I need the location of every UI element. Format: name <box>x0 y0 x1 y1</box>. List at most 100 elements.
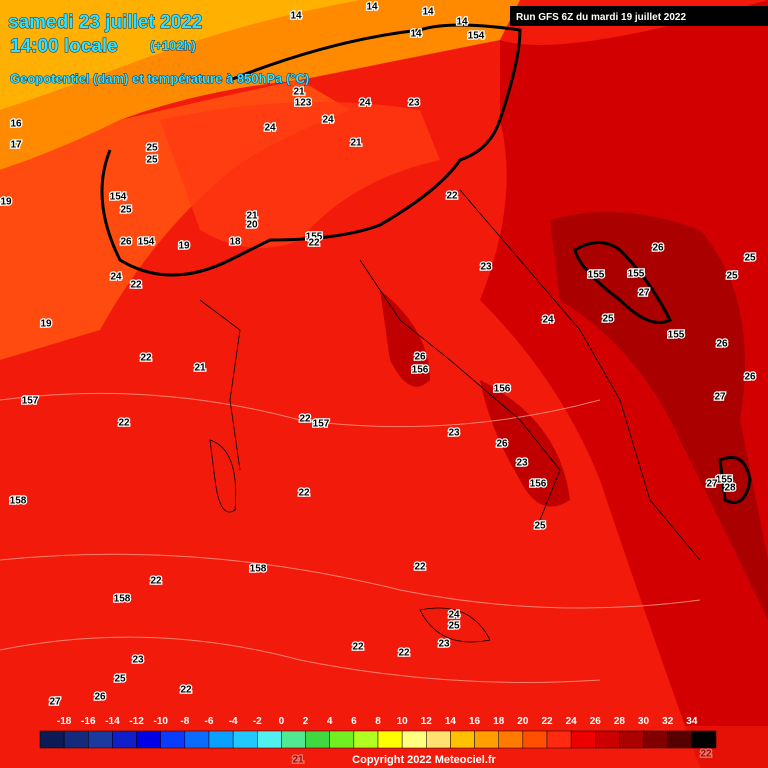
map-label: 22 <box>150 576 162 587</box>
map-label: 26 <box>496 439 508 450</box>
scale-swatch <box>160 730 186 749</box>
scale-label: 22 <box>541 716 553 727</box>
scale-swatch <box>595 730 620 749</box>
map-label: 18 <box>229 237 241 248</box>
scale-swatch <box>329 730 355 749</box>
scale-swatch <box>88 730 113 749</box>
map-label: 14 <box>366 2 378 13</box>
scale-swatch <box>281 730 306 749</box>
map-label: 23 <box>408 98 420 109</box>
scale-label: 34 <box>686 716 698 727</box>
scale-label: -14 <box>105 716 120 727</box>
map-label: 19 <box>0 197 12 208</box>
map-label: 14 <box>410 29 422 40</box>
scale-swatch <box>450 730 475 749</box>
map-label: 22 <box>180 685 192 696</box>
hot-zone <box>480 0 768 768</box>
map-label: 25 <box>726 271 738 282</box>
scale-swatch <box>570 730 596 749</box>
warm-zone <box>0 0 360 110</box>
scale-label: 12 <box>421 716 433 727</box>
scale-swatch <box>667 730 693 749</box>
scale-label: -4 <box>229 716 238 727</box>
scale-swatch <box>426 730 451 749</box>
scale-swatch <box>643 730 668 749</box>
scale-swatch <box>522 730 548 749</box>
scale-swatch <box>546 730 572 749</box>
scale-label: -18 <box>57 716 72 727</box>
isotherm <box>0 392 701 683</box>
scale-label: 4 <box>327 716 333 727</box>
map-label: 22 <box>130 280 142 291</box>
geopotential-contour <box>100 23 522 277</box>
map-label: 14 <box>290 11 302 22</box>
map-label: 21 <box>293 87 305 98</box>
map-label: 22 <box>118 418 130 429</box>
map-label: 157 <box>313 419 330 430</box>
map-label: 158 <box>10 496 27 507</box>
scale-label: 26 <box>590 716 602 727</box>
map-label: 25 <box>448 621 460 632</box>
map-label: 23 <box>516 458 528 469</box>
map-label: 19 <box>178 241 190 252</box>
scale-label: -2 <box>253 716 262 727</box>
scale-swatch <box>401 730 427 749</box>
scale-swatch <box>184 730 210 749</box>
scale-swatch <box>136 730 161 749</box>
geopotential-contour <box>573 241 752 504</box>
scale-label: -10 <box>153 716 168 727</box>
map-label: 25 <box>146 143 158 154</box>
scale-label: 32 <box>662 716 674 727</box>
map-label: 25 <box>120 205 132 216</box>
map-label: 24 <box>448 610 460 621</box>
scale-label: 18 <box>493 716 505 727</box>
map-label: 21 <box>350 138 362 149</box>
scale-swatch <box>63 730 89 749</box>
map-label: 158 <box>114 594 131 605</box>
map-label: 16 <box>10 119 22 130</box>
scale-label: 6 <box>351 716 357 727</box>
scale-swatch <box>619 730 644 749</box>
scale-label: -12 <box>129 716 144 727</box>
map-label: 14 <box>422 7 434 18</box>
map-label: 26 <box>120 237 132 248</box>
map-label: 26 <box>94 692 106 703</box>
map-label: 155 <box>628 269 645 280</box>
scale-label: 30 <box>638 716 650 727</box>
scale-label: 24 <box>566 716 578 727</box>
scale-label: 20 <box>517 716 529 727</box>
map-label: 155 <box>668 330 685 341</box>
map-label: 14 <box>456 17 468 28</box>
scale-swatch <box>232 730 258 749</box>
map-label: 28 <box>724 483 736 494</box>
map-label: 25 <box>534 521 546 532</box>
map-label: 25 <box>114 674 126 685</box>
run-banner <box>510 6 768 26</box>
map-label: 23 <box>448 428 460 439</box>
map-label: 24 <box>359 98 371 109</box>
map-label: 22 <box>414 562 426 573</box>
scale-label: -16 <box>81 716 96 727</box>
copyright: Copyright 2022 Meteociel.fr <box>352 754 496 766</box>
scale-swatch <box>208 730 234 749</box>
map-subtitle: Geopotentiel (dam) et température à 850h… <box>10 71 309 86</box>
map-label: 26 <box>716 339 728 350</box>
map-label: 157 <box>22 396 39 407</box>
scale-label: 14 <box>445 716 457 727</box>
map-label: 26 <box>744 372 756 383</box>
scale-label: 10 <box>397 716 409 727</box>
scale-swatch <box>39 730 65 749</box>
scale-label: 8 <box>375 716 381 727</box>
map-label: 23 <box>132 655 144 666</box>
map-label: 158 <box>250 564 267 575</box>
scale-label: 2 <box>303 716 309 727</box>
map-time: 14:00 locale <box>10 36 118 57</box>
scale-label: 28 <box>614 716 626 727</box>
map-label: 22 <box>352 642 364 653</box>
map-label: 26 <box>414 352 426 363</box>
map-label: 17 <box>10 140 22 151</box>
map-title: samedi 23 juillet 2022 <box>8 12 202 33</box>
map-label: 155 <box>306 232 323 243</box>
